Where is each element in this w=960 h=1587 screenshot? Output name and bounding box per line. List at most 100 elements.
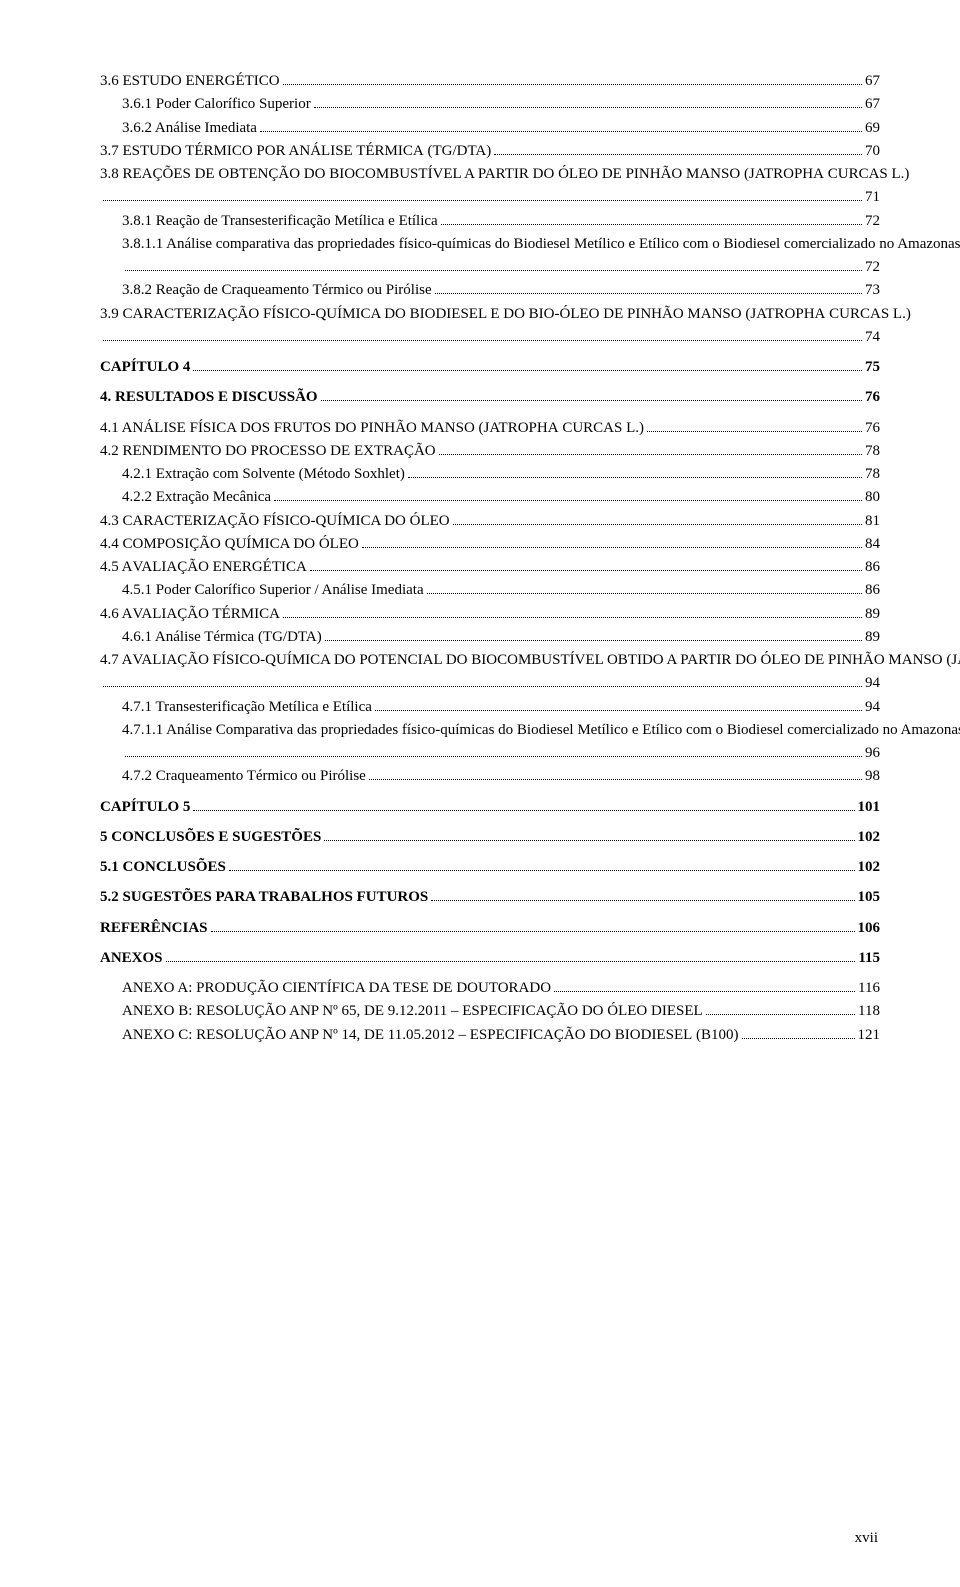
toc-entry-page: 80: [865, 486, 880, 509]
toc-leader-dots: [408, 477, 862, 478]
toc-entry: 3.6.1 Poder Calorífico Superior67: [100, 93, 880, 116]
toc-leader-dots: [441, 224, 862, 225]
toc-entry-page: 115: [858, 947, 880, 970]
toc-leader-dots: [431, 900, 854, 901]
toc-leader-dots: [742, 1038, 855, 1039]
toc-entry-page: 102: [858, 826, 881, 849]
toc-entry-page: 102: [858, 856, 881, 879]
toc-entry-page: 67: [865, 70, 880, 93]
toc-entry-page: 78: [865, 440, 880, 463]
toc-entry-label: ANEXO C: RESOLUÇÃO ANP Nº 14, DE 11.05.2…: [122, 1024, 739, 1047]
toc-entry-page: 89: [865, 603, 880, 626]
toc-entry-page: 71: [865, 186, 880, 209]
toc-entry-label: CAPÍTULO 4: [100, 356, 190, 379]
toc-leader-dots: [435, 293, 862, 294]
toc-entry-page: 89: [865, 626, 880, 649]
toc-entry: 5.2 SUGESTÕES PARA TRABALHOS FUTUROS 105: [100, 886, 880, 909]
toc-entry: CAPÍTULO 5 101: [100, 796, 880, 819]
toc-entry: 5 CONCLUSÕES E SUGESTÕES 102: [100, 826, 880, 849]
toc-entry-page: 98: [865, 765, 880, 788]
toc-entry-page: 101: [858, 796, 881, 819]
toc-entry-label: 4.3 CARACTERIZAÇÃO FÍSICO-QUÍMICA DO ÓLE…: [100, 510, 450, 533]
toc-entry: 3.8.1 Reação de Transesterificação Metíl…: [100, 210, 880, 233]
toc-entry: 3.6 ESTUDO ENERGÉTICO 67: [100, 70, 880, 93]
toc-entry: CAPÍTULO 4 75: [100, 356, 880, 379]
toc-leader-dots: [427, 593, 862, 594]
toc-entry-label: 3.6 ESTUDO ENERGÉTICO: [100, 70, 280, 93]
toc-entry-label: 4.2.1 Extração com Solvente (Método Soxh…: [122, 463, 405, 486]
toc-leader-dots: [125, 270, 862, 271]
toc-entry-page: 105: [858, 886, 881, 909]
toc-entry-label: 4.1 ANÁLISE FÍSICA DOS FRUTOS DO PINHÃO …: [100, 417, 644, 440]
toc-leader-dots: [166, 961, 856, 962]
toc-entry-label: 4.2 RENDIMENTO DO PROCESSO DE EXTRAÇÃO: [100, 440, 436, 463]
toc-entry-page: 78: [865, 463, 880, 486]
toc-entry-label: 4.2.2 Extração Mecânica: [122, 486, 271, 509]
toc-entry-label: 3.8 REAÇÕES DE OBTENÇÃO DO BIOCOMBUSTÍVE…: [100, 163, 909, 186]
table-of-contents: 3.6 ESTUDO ENERGÉTICO 673.6.1 Poder Calor…: [100, 70, 880, 1047]
toc-entry: 4.2.1 Extração com Solvente (Método Soxh…: [100, 463, 880, 486]
toc-entry-page: 76: [865, 417, 880, 440]
toc-leader-dots: [362, 547, 862, 548]
toc-entry: 3.9 CARACTERIZAÇÃO FÍSICO-QUÍMICA DO BIO…: [100, 303, 880, 350]
toc-entry: 4.7.1.1 Análise Comparativa das propried…: [100, 719, 880, 766]
toc-entry-label: 4. RESULTADOS E DISCUSSÃO: [100, 386, 318, 409]
toc-leader-dots: [193, 810, 854, 811]
toc-entry: 4.2.2 Extração Mecânica 80: [100, 486, 880, 509]
toc-entry-page: 75: [865, 356, 880, 379]
toc-entry: 4.2 RENDIMENTO DO PROCESSO DE EXTRAÇÃO 78: [100, 440, 880, 463]
toc-page: 3.6 ESTUDO ENERGÉTICO 673.6.1 Poder Calor…: [0, 0, 960, 1587]
toc-entry: 4.6 AVALIAÇÃO TÉRMICA 89: [100, 603, 880, 626]
toc-leader-dots: [706, 1014, 855, 1015]
toc-entry: 4.7 AVALIAÇÃO FÍSICO-QUÍMICA DO POTENCIA…: [100, 649, 880, 696]
toc-entry-page: 121: [858, 1024, 881, 1047]
toc-entry-label: 5.2 SUGESTÕES PARA TRABALHOS FUTUROS: [100, 886, 428, 909]
toc-entry-page: 118: [858, 1000, 880, 1023]
toc-entry-label: 4.7.1.1 Análise Comparativa das propried…: [122, 719, 960, 742]
toc-entry-page: 106: [858, 917, 881, 940]
toc-entry-label: 5.1 CONCLUSÕES: [100, 856, 226, 879]
toc-leader-dots: [325, 640, 862, 641]
toc-entry-label: CAPÍTULO 5: [100, 796, 190, 819]
toc-entry-label: 3.6.2 Análise Imediata: [122, 117, 257, 140]
toc-leader-dots: [439, 454, 862, 455]
toc-entry-label: REFERÊNCIAS: [100, 917, 208, 940]
toc-entry-page: 94: [865, 696, 880, 719]
toc-entry-label: 3.8.1.1 Análise comparativa das propried…: [122, 233, 960, 256]
toc-entry: ANEXO A: PRODUÇÃO CIENTÍFICA DA TESE DE …: [100, 977, 880, 1000]
toc-entry-page: 96: [865, 742, 880, 765]
toc-entry-label: 3.9 CARACTERIZAÇÃO FÍSICO-QUÍMICA DO BIO…: [100, 303, 911, 326]
toc-entry: 4.1 ANÁLISE FÍSICA DOS FRUTOS DO PINHÃO …: [100, 417, 880, 440]
toc-entry-page: 70: [865, 140, 880, 163]
toc-entry: 4.7.2 Craqueamento Térmico ou Pirólise98: [100, 765, 880, 788]
toc-entry: 3.8 REAÇÕES DE OBTENÇÃO DO BIOCOMBUSTÍVE…: [100, 163, 880, 210]
toc-entry-page: 86: [865, 556, 880, 579]
toc-entry: 4.3 CARACTERIZAÇÃO FÍSICO-QUÍMICA DO ÓLE…: [100, 510, 880, 533]
toc-entry-page: 74: [865, 326, 880, 349]
toc-leader-dots: [103, 200, 862, 201]
toc-entry: 5.1 CONCLUSÕES 102: [100, 856, 880, 879]
toc-leader-dots: [125, 756, 862, 757]
toc-leader-dots: [274, 500, 862, 501]
toc-entry-label: 4.6 AVALIAÇÃO TÉRMICA: [100, 603, 280, 626]
toc-entry-label: 4.7.1 Transesterificação Metílica e Etíl…: [122, 696, 372, 719]
toc-leader-dots: [211, 931, 855, 932]
toc-entry-label: 4.7 AVALIAÇÃO FÍSICO-QUÍMICA DO POTENCIA…: [100, 649, 960, 672]
toc-leader-dots: [554, 991, 855, 992]
toc-entry-label: 5 CONCLUSÕES E SUGESTÕES: [100, 826, 321, 849]
toc-leader-dots: [283, 617, 862, 618]
toc-entry-label: ANEXO B: RESOLUÇÃO ANP Nº 65, DE 9.12.20…: [122, 1000, 703, 1023]
toc-entry: 3.6.2 Análise Imediata69: [100, 117, 880, 140]
toc-entry-label: 3.7 ESTUDO TÉRMICO POR ANÁLISE TÉRMICA (…: [100, 140, 491, 163]
toc-entry-label: ANEXO A: PRODUÇÃO CIENTÍFICA DA TESE DE …: [122, 977, 551, 1000]
toc-entry: 3.8.1.1 Análise comparativa das propried…: [100, 233, 880, 280]
page-number: xvii: [855, 1530, 878, 1547]
toc-entry-page: 76: [865, 386, 880, 409]
toc-entry-page: 84: [865, 533, 880, 556]
toc-entry-label: ANEXOS: [100, 947, 163, 970]
toc-entry: 4.5.1 Poder Calorífico Superior / Anális…: [100, 579, 880, 602]
toc-entry-page: 72: [865, 256, 880, 279]
toc-entry-page: 72: [865, 210, 880, 233]
toc-leader-dots: [375, 710, 862, 711]
toc-leader-dots: [103, 340, 862, 341]
